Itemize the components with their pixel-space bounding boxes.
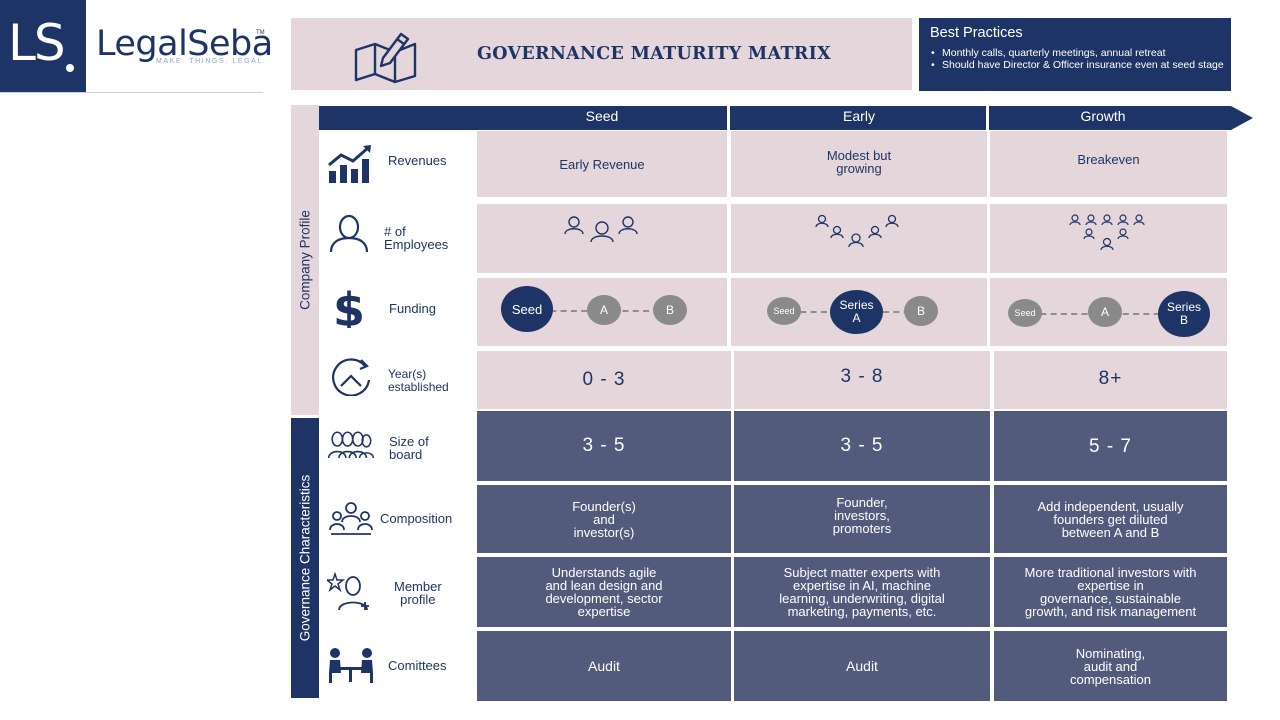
people-group-icon xyxy=(815,214,899,248)
funding-stage-b: B xyxy=(904,296,938,326)
cell-text: Early Revenue xyxy=(559,156,645,172)
row-label-revenues: Revenues xyxy=(388,153,447,168)
best-practices-title: Best Practices xyxy=(930,25,1023,41)
stage-seed: Seed xyxy=(585,108,619,124)
funding-stage-a: A xyxy=(587,295,621,325)
stage-growth: Growth xyxy=(1080,108,1126,124)
cell-revenue-growth: Breakeven xyxy=(990,131,1227,197)
section-label-profile: Company Profile xyxy=(297,210,313,310)
cell-committees-growth: Nominating, audit and compensation xyxy=(994,631,1227,701)
cell-board-seed: 3 - 5 xyxy=(477,411,731,481)
cell-committees-seed: Audit xyxy=(477,631,731,701)
funding-stage-a: A xyxy=(1088,297,1122,327)
cell-employees-growth xyxy=(990,204,1227,273)
funding-stage-series-a: Series A xyxy=(830,290,883,334)
cell-composition-growth: Add independent, usually founders get di… xyxy=(994,485,1227,553)
cell-board-growth: 5 - 7 xyxy=(994,411,1227,481)
stage-separator xyxy=(986,106,989,130)
cell-composition-seed: Founder(s) and investor(s) xyxy=(477,485,731,553)
people-group-icon xyxy=(564,216,638,243)
funding-stage-seed: Seed xyxy=(1008,299,1042,327)
map-pencil-icon xyxy=(354,32,417,84)
funding-stage-seed: Seed xyxy=(767,297,801,325)
cell-text: 5 - 7 xyxy=(1088,436,1133,457)
cell-text: Founder, investors, promoters xyxy=(832,495,892,536)
cell-revenue-seed: Early Revenue xyxy=(477,131,727,197)
stage-separator xyxy=(727,106,730,130)
logo-name: LegalSeba xyxy=(96,24,273,64)
section-company-profile: Company Profile xyxy=(291,105,319,415)
svg-text:$: $ xyxy=(333,288,365,328)
cell-text: More traditional investors with expertis… xyxy=(1024,565,1197,619)
row-label-composition: Composition xyxy=(380,511,453,526)
logo-divider xyxy=(0,92,263,93)
row-label-board: Size of board xyxy=(389,434,429,462)
row-label-funding: Funding xyxy=(389,301,436,316)
meeting-icon xyxy=(329,502,373,535)
cell-years-growth: 8+ xyxy=(994,351,1227,409)
cell-text: 8+ xyxy=(1098,368,1123,389)
cell-text: Founder(s) and investor(s) xyxy=(572,498,636,540)
cell-text: 3 - 5 xyxy=(840,435,884,456)
chart-up-icon xyxy=(328,145,371,183)
cell-text: Understands agile and lean design and de… xyxy=(545,565,663,619)
best-practices-list: Monthly calls, quarterly meetings, annua… xyxy=(931,47,1227,71)
cell-text: Subject matter experts with expertise in… xyxy=(779,565,945,619)
cell-text: 0 - 3 xyxy=(582,369,626,390)
cell-revenue-early: Modest but growing xyxy=(731,131,987,197)
best-practice-item: Monthly calls, quarterly meetings, annua… xyxy=(931,47,1227,59)
row-label-member: Member profile xyxy=(394,579,442,607)
row-label-employees: # of Employees xyxy=(384,224,449,252)
funding-stage-seed: Seed xyxy=(501,286,553,332)
cell-text: Breakeven xyxy=(1077,152,1140,167)
clock-icon xyxy=(332,358,371,396)
funding-stage-b: B xyxy=(653,295,687,325)
cell-text: 3 - 8 xyxy=(840,366,884,387)
section-governance: Governance Characteristics xyxy=(291,418,319,698)
cell-member-growth: More traditional investors with expertis… xyxy=(994,557,1227,627)
dollar-icon: $ xyxy=(333,288,365,328)
cell-employees-seed xyxy=(477,204,727,273)
cell-text: Modest but growing xyxy=(826,148,892,176)
page-title: GOVERNANCE MATURITY MATRIX xyxy=(477,44,832,64)
section-label-governance: Governance Characteristics xyxy=(297,474,313,642)
people-group-icon xyxy=(1068,214,1145,251)
star-person-icon xyxy=(327,572,369,611)
person-icon xyxy=(329,214,369,253)
logo-mark: LS xyxy=(8,14,66,72)
funding-stage-series-b: Series B xyxy=(1158,291,1210,337)
logo-tm: TM xyxy=(256,30,265,36)
cell-text: Audit xyxy=(846,657,878,674)
stage-arrow xyxy=(1231,106,1253,130)
cell-composition-early: Founder, investors, promoters xyxy=(734,485,990,553)
row-label-committees: Comittees xyxy=(388,658,447,673)
cell-years-early: 3 - 8 xyxy=(734,351,990,409)
logo: LS xyxy=(0,0,86,92)
row-label-years: Year(s) established xyxy=(388,367,449,394)
logo-dot xyxy=(66,64,74,72)
cell-committees-early: Audit xyxy=(734,631,990,701)
cell-member-seed: Understands agile and lean design and de… xyxy=(477,557,731,627)
logo-tagline: MAKE. THINGS. LEGAL. xyxy=(156,58,267,65)
committee-icon xyxy=(329,648,373,683)
cell-text: Audit xyxy=(588,657,620,674)
cell-board-early: 3 - 5 xyxy=(734,411,990,481)
cell-text: 3 - 5 xyxy=(582,435,626,456)
cell-text: Add independent, usually founders get di… xyxy=(1037,499,1184,540)
cell-text: Nominating, audit and compensation xyxy=(1070,645,1151,687)
cell-member-early: Subject matter experts with expertise in… xyxy=(734,557,990,627)
title-banner: GOVERNANCE MATURITY MATRIX xyxy=(291,18,912,90)
cell-employees-early xyxy=(731,204,987,273)
board-group-icon xyxy=(327,431,375,459)
best-practices-box: Best Practices Monthly calls, quarterly … xyxy=(919,18,1231,91)
cell-years-seed: 0 - 3 xyxy=(477,351,731,409)
stage-early: Early xyxy=(843,108,875,124)
best-practice-item: Should have Director & Officer insurance… xyxy=(931,59,1227,71)
stage-header-bar xyxy=(319,106,1231,130)
